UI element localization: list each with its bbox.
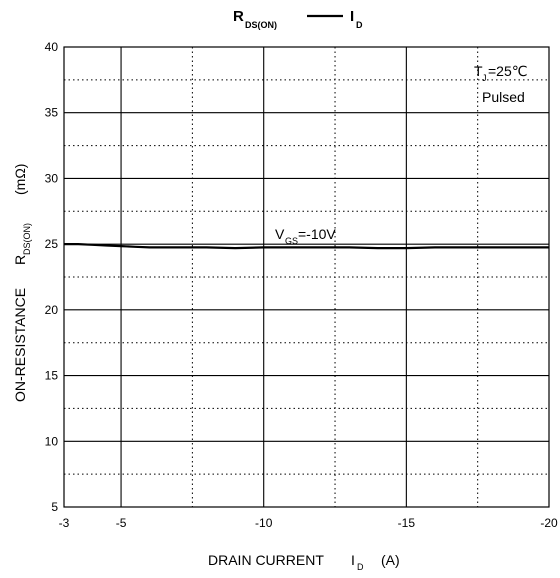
y-tick-label: 35: [45, 106, 59, 120]
x-tick-label: -3: [59, 516, 70, 530]
series-label-symbol: V: [275, 226, 285, 242]
title-main-sub: DS(ON): [245, 20, 277, 30]
series-label-sub: GS: [285, 236, 298, 246]
y-axis-label: ON-RESISTANCE R DS(ON) (mΩ): [12, 164, 32, 402]
tj-sub: J: [482, 73, 487, 83]
grid: [64, 47, 549, 507]
series-label-value: =-10V: [298, 226, 336, 242]
title-main: R: [233, 8, 244, 25]
x-tick-label: -10: [255, 516, 273, 530]
title-vs-sub: D: [356, 20, 363, 30]
x-tick-label: -5: [116, 516, 127, 530]
xlabel-main: DRAIN CURRENT: [208, 552, 324, 568]
ylabel-unit: (mΩ): [12, 164, 28, 195]
plot-frame: [63, 46, 550, 508]
y-tick-label: 10: [45, 434, 59, 448]
x-axis-label: DRAIN CURRENT I D (A): [208, 552, 400, 572]
y-tick-labels: 5 10 15 20 25 30 35 40: [45, 40, 59, 514]
xlabel-symbol: I: [351, 552, 355, 568]
tj-value: =25℃: [488, 63, 527, 79]
x-tick-label: -15: [398, 516, 416, 530]
chart-title: R DS(ON) I D: [233, 8, 363, 30]
mode-label: Pulsed: [482, 89, 525, 105]
y-tick-label: 40: [45, 40, 59, 54]
ylabel-symbol: R: [12, 255, 28, 265]
y-tick-label: 30: [45, 171, 59, 185]
y-tick-label: 5: [51, 500, 58, 514]
tj-symbol: T: [474, 63, 483, 79]
series-line-vgs-10v: [64, 243, 549, 250]
y-tick-label: 15: [45, 369, 59, 383]
conditions: T J =25℃ Pulsed: [474, 63, 527, 105]
y-tick-label: 25: [45, 237, 59, 251]
title-vs: I: [350, 8, 354, 25]
ylabel-symbol-sub: DS(ON): [22, 223, 32, 255]
ylabel-main: ON-RESISTANCE: [12, 288, 28, 402]
xlabel-symbol-sub: D: [357, 562, 364, 572]
x-tick-labels: -3 -5 -10 -15 -20: [59, 516, 558, 530]
xlabel-unit: (A): [381, 552, 400, 568]
x-tick-label: -20: [540, 516, 558, 530]
y-tick-label: 20: [45, 303, 59, 317]
series-label: V GS =-10V: [275, 226, 336, 246]
